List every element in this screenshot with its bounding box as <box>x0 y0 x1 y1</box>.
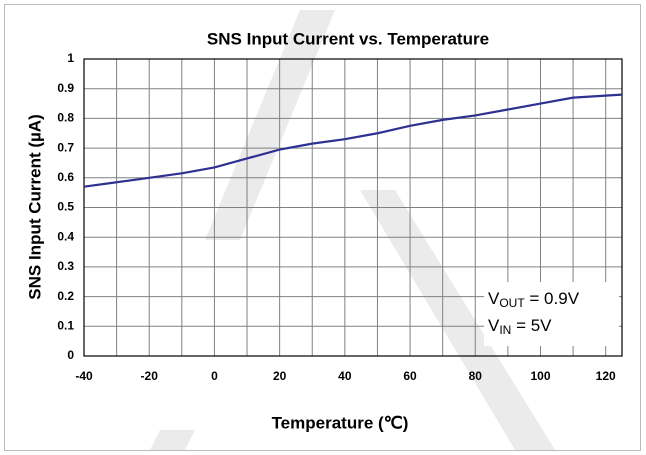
y-tick-label: 0.5 <box>57 200 74 214</box>
x-tick-label: -20 <box>141 369 159 383</box>
y-tick-label: 0.6 <box>57 170 74 184</box>
frame <box>4 4 641 451</box>
x-tick-label: 80 <box>469 369 483 383</box>
annotation: VOUT = 0.9V <box>488 289 580 310</box>
y-tick-label: 0.7 <box>57 140 74 154</box>
y-tick-label: 0.4 <box>57 229 74 243</box>
plot-border <box>83 58 623 357</box>
y-tick-label: 1 <box>67 51 74 65</box>
annotation-rest: = 0.9V <box>525 289 580 308</box>
chart-title: SNS Input Current vs. Temperature <box>207 29 489 48</box>
x-tick-label: 120 <box>596 369 616 383</box>
y-tick-label: 0 <box>67 348 74 362</box>
grid <box>83 58 623 357</box>
annotation-main: V <box>488 316 500 335</box>
marks <box>83 93 623 188</box>
y-tick-label: 0.8 <box>57 111 74 125</box>
x-tick-label: 0 <box>211 369 218 383</box>
x-tick-label: 100 <box>530 369 550 383</box>
x-tick-label: 20 <box>273 369 287 383</box>
x-tick-label: -40 <box>75 369 93 383</box>
x-axis-label: Temperature (℃) <box>272 413 409 432</box>
y-axis-label: SNS Input Current (µA) <box>25 114 44 299</box>
annotation: VIN = 5V <box>488 316 552 337</box>
watermark <box>150 10 555 450</box>
annotation-sub: OUT <box>499 296 525 310</box>
annotation-box <box>484 282 619 346</box>
annotation-sub: IN <box>499 323 511 337</box>
y-tick-label: 0.1 <box>57 318 74 332</box>
x-tick-label: 60 <box>403 369 417 383</box>
y-tick-label: 0.3 <box>57 259 74 273</box>
data-line <box>83 93 623 188</box>
annotation-main: V <box>488 289 500 308</box>
x-tick-label: 40 <box>338 369 352 383</box>
annotation-rest: = 5V <box>511 316 552 335</box>
y-tick-label: 0.9 <box>57 81 74 95</box>
y-tick-label: 0.2 <box>57 289 74 303</box>
